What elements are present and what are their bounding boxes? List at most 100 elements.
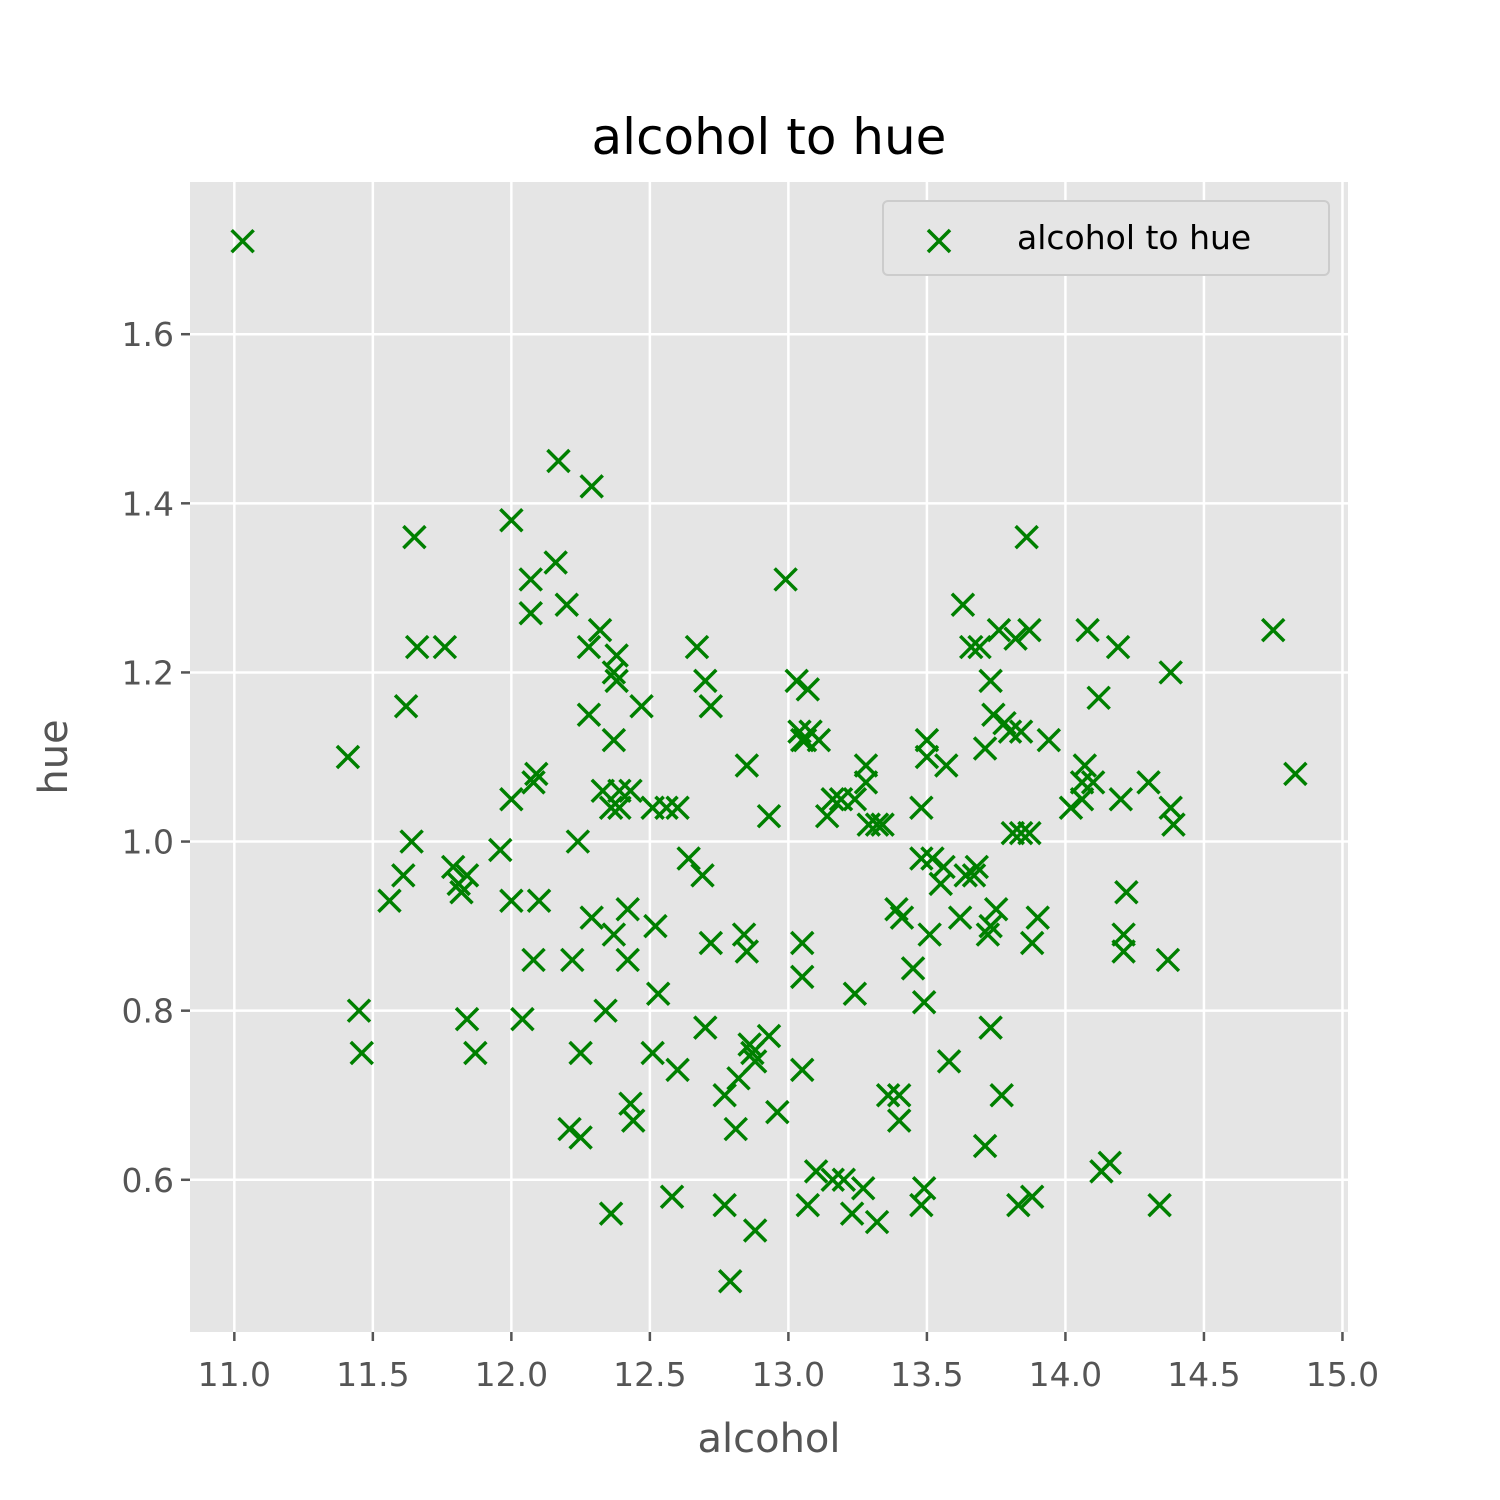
- data-point: [742, 1218, 768, 1243]
- data-point: [1105, 634, 1131, 660]
- legend-label: alcohol to hue: [1017, 218, 1251, 257]
- data-point: [510, 1006, 535, 1032]
- data-point: [978, 668, 1003, 694]
- data-point: [645, 981, 671, 1007]
- data-point: [1019, 1184, 1045, 1209]
- data-point: [346, 998, 372, 1023]
- data-point: [773, 567, 798, 592]
- data-point: [831, 1167, 857, 1193]
- data-point: [1058, 795, 1084, 820]
- data-point: [432, 634, 458, 660]
- data-point: [1158, 660, 1183, 685]
- data-point: [712, 1192, 737, 1218]
- data-point: [554, 592, 580, 618]
- data-point: [1155, 947, 1181, 973]
- data-point: [499, 888, 524, 913]
- data-point: [1136, 770, 1161, 795]
- data-point: [1036, 727, 1062, 753]
- data-point: [803, 1159, 829, 1184]
- data-point: [1008, 820, 1034, 846]
- data-point: [1097, 1150, 1122, 1176]
- data-point: [601, 727, 627, 753]
- data-point: [454, 1006, 480, 1032]
- data-point: [1017, 617, 1042, 643]
- data-point: [690, 863, 715, 888]
- data-point: [1019, 930, 1045, 956]
- data-point: [665, 795, 690, 820]
- data-point: [543, 550, 568, 575]
- x-tick-label: 13.5: [890, 1355, 963, 1394]
- data-point: [947, 905, 973, 930]
- data-point: [499, 787, 524, 812]
- data-point: [518, 601, 543, 626]
- data-point: [934, 753, 959, 778]
- legend-x-marker: [926, 228, 952, 254]
- data-point: [790, 1057, 815, 1083]
- data-point: [565, 829, 591, 854]
- data-point: [335, 744, 361, 770]
- data-point: [463, 1040, 488, 1066]
- data-point: [806, 727, 832, 753]
- data-point: [886, 1108, 912, 1133]
- data-point: [676, 846, 701, 871]
- data-point: [978, 913, 1003, 939]
- data-point: [449, 880, 474, 905]
- data-point: [693, 668, 718, 694]
- x-tick-label: 13.0: [752, 1355, 825, 1394]
- data-point: [526, 888, 552, 913]
- data-point: [853, 770, 879, 795]
- data-point: [989, 1082, 1014, 1108]
- data-point: [734, 939, 760, 964]
- data-point: [931, 854, 956, 880]
- y-axis-label: hue: [31, 719, 77, 794]
- data-point: [723, 1116, 748, 1142]
- data-point: [1008, 719, 1034, 744]
- data-point: [1080, 770, 1106, 795]
- data-point: [850, 1176, 876, 1201]
- grid: [190, 182, 1348, 1332]
- data-point: [790, 964, 815, 990]
- data-point: [909, 795, 934, 820]
- data-point: [842, 981, 868, 1007]
- data-point: [518, 567, 543, 592]
- data-point: [950, 592, 976, 618]
- x-tick-label: 15.0: [1306, 1355, 1379, 1394]
- x-axis-ticks: 11.0 11.5 12.0 12.5 13.0 13.5 14.0 14.5 15.0: [198, 1332, 1379, 1394]
- data-point: [958, 634, 984, 660]
- data-point: [698, 694, 724, 719]
- data-point: [917, 922, 942, 947]
- data-point: [568, 1040, 593, 1066]
- data-point: [936, 1049, 962, 1074]
- data-point: [953, 863, 978, 888]
- legend: alcohol to hue: [882, 200, 1330, 276]
- data-point: [488, 837, 513, 863]
- data-point: [693, 1015, 718, 1040]
- y-tick-label: 1.4: [122, 484, 174, 523]
- data-points: [230, 228, 1308, 1294]
- data-point: [1069, 787, 1095, 812]
- data-point: [593, 998, 618, 1023]
- data-point: [997, 719, 1023, 744]
- x-tick-label: 12.5: [613, 1355, 686, 1394]
- data-point: [889, 905, 915, 930]
- data-point: [698, 930, 724, 956]
- data-point: [920, 846, 945, 871]
- data-point: [629, 694, 654, 719]
- x-tick-label: 11.0: [198, 1355, 271, 1394]
- data-point: [560, 947, 585, 973]
- data-point: [986, 617, 1012, 643]
- data-point: [391, 863, 416, 888]
- data-point: [399, 829, 424, 854]
- data-point: [546, 448, 571, 474]
- data-point: [576, 702, 602, 727]
- y-axis-ticks: 0.6 0.8 1.0 1.2 1.4 1.6: [122, 315, 190, 1200]
- data-point: [737, 1032, 762, 1057]
- data-point: [756, 803, 782, 829]
- data-point: [972, 1133, 998, 1159]
- legend-box: [882, 200, 1330, 276]
- chart-title: alcohol to hue: [592, 108, 947, 166]
- data-point: [402, 524, 427, 550]
- data-point: [1086, 685, 1111, 711]
- data-point: [1260, 617, 1286, 643]
